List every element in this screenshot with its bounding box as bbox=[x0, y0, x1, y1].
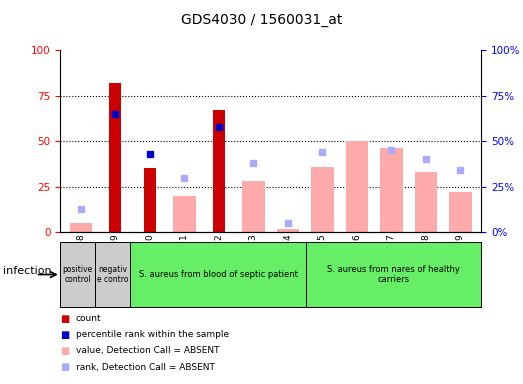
Bar bbox=[213, 110, 225, 232]
Text: positive
control: positive control bbox=[63, 265, 93, 284]
Bar bbox=[60, 242, 95, 307]
Bar bbox=[415, 172, 437, 232]
Bar bbox=[346, 141, 368, 232]
Text: GDS4030 / 1560031_at: GDS4030 / 1560031_at bbox=[181, 13, 342, 27]
Bar bbox=[173, 196, 196, 232]
Bar bbox=[242, 181, 265, 232]
Bar bbox=[95, 242, 130, 307]
Text: value, Detection Call = ABSENT: value, Detection Call = ABSENT bbox=[76, 346, 219, 356]
Text: S. aureus from blood of septic patient: S. aureus from blood of septic patient bbox=[139, 270, 298, 279]
Text: negativ
e contro: negativ e contro bbox=[97, 265, 129, 284]
Bar bbox=[380, 149, 403, 232]
Bar bbox=[144, 169, 156, 232]
Bar bbox=[277, 229, 299, 232]
Text: count: count bbox=[76, 314, 101, 323]
Text: ■: ■ bbox=[60, 362, 70, 372]
Text: ■: ■ bbox=[60, 330, 70, 340]
Text: ■: ■ bbox=[60, 314, 70, 324]
Bar bbox=[311, 167, 334, 232]
Bar bbox=[109, 83, 121, 232]
Bar bbox=[130, 242, 306, 307]
Text: rank, Detection Call = ABSENT: rank, Detection Call = ABSENT bbox=[76, 362, 215, 372]
Text: infection: infection bbox=[3, 266, 51, 276]
Bar bbox=[449, 192, 472, 232]
Text: percentile rank within the sample: percentile rank within the sample bbox=[76, 330, 229, 339]
Text: ■: ■ bbox=[60, 346, 70, 356]
Bar bbox=[306, 242, 481, 307]
Text: S. aureus from nares of healthy
carriers: S. aureus from nares of healthy carriers bbox=[327, 265, 460, 284]
Bar bbox=[70, 223, 92, 232]
